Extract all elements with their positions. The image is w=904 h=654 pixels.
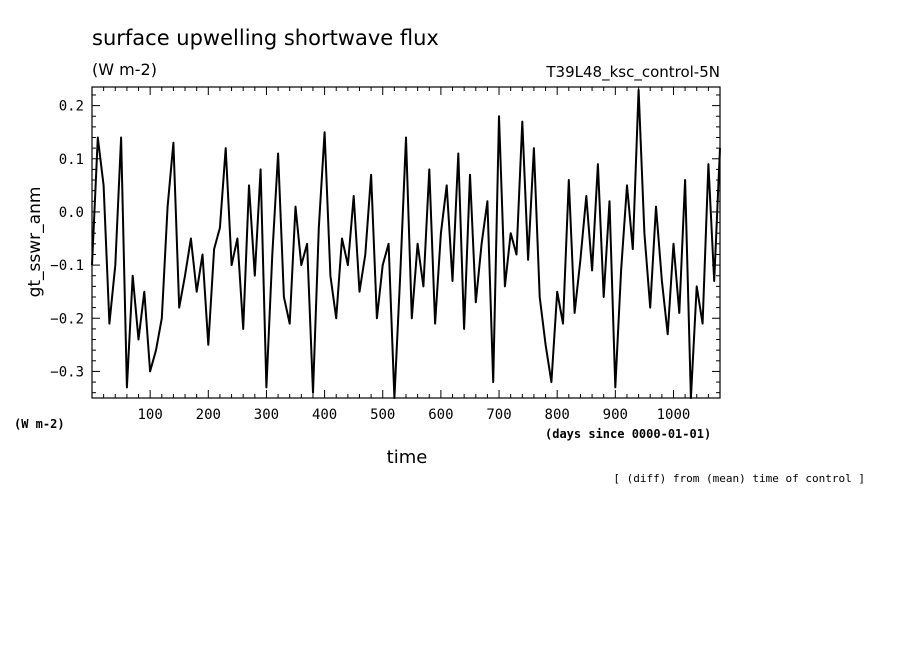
x-axis-label: time [387,447,428,468]
x-tick-label: 100 [137,407,162,423]
run-label: T39L48_ksc_control-5N [545,63,720,82]
x-tick-label: 500 [370,407,395,423]
x-tick-label: 700 [486,407,511,423]
plot-frame [91,86,721,399]
plot-area: 100 200 300 400 500 600 700 800 900 1000 0.2 0.1 0.0… [50,86,721,423]
x-tick-label: 300 [254,407,279,423]
series-line [91,88,721,399]
x-tick-label: 600 [428,407,453,423]
x-tick-label: 200 [196,407,221,423]
y-tick-label: 0.2 [59,99,84,115]
x-tick-label: 900 [603,407,628,423]
x-tick-label: 400 [312,407,337,423]
x-axis-units: (days since 0000-01-01) [545,427,711,441]
y-tick-label: −0.1 [50,258,84,274]
x-tick-label: 800 [545,407,570,423]
chart-units: (W m-2) [92,60,157,79]
x-tick-label: 1000 [657,407,691,423]
y-axis-units: (W m-2) [14,417,65,431]
y-tick-label: −0.2 [50,311,84,327]
y-tick-label: −0.3 [50,364,84,380]
y-tick-label: 0.1 [59,152,84,168]
y-tick-label: 0.0 [59,205,84,221]
chart-title: surface upwelling shortwave flux [92,26,439,50]
footnote: [ (diff) from (mean) time of control ] [613,472,865,485]
y-axis-label: gt_sswr_anm [25,187,45,298]
